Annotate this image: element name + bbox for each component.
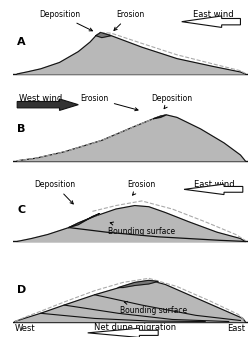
Polygon shape: [118, 280, 158, 287]
Text: Deposition: Deposition: [39, 10, 92, 31]
Polygon shape: [17, 115, 245, 161]
Text: East wind: East wind: [193, 10, 234, 19]
Text: Erosion: Erosion: [114, 10, 144, 31]
Text: D: D: [17, 285, 26, 294]
Polygon shape: [154, 115, 166, 119]
Text: Bounding surface: Bounding surface: [120, 302, 187, 315]
Polygon shape: [182, 16, 240, 27]
Polygon shape: [96, 33, 111, 38]
Text: Deposition: Deposition: [34, 180, 75, 204]
Text: A: A: [17, 37, 26, 47]
Polygon shape: [88, 328, 158, 337]
Text: Net dune migration: Net dune migration: [94, 323, 176, 332]
Polygon shape: [17, 206, 245, 241]
Polygon shape: [184, 184, 243, 194]
Polygon shape: [15, 282, 245, 322]
Text: East wind: East wind: [194, 180, 235, 188]
Text: East: East: [227, 324, 245, 333]
Polygon shape: [69, 214, 100, 227]
Text: Erosion: Erosion: [128, 180, 156, 195]
Text: Bounding surface: Bounding surface: [108, 222, 175, 236]
Text: Erosion: Erosion: [80, 94, 138, 111]
Text: West wind: West wind: [19, 94, 62, 104]
Text: B: B: [17, 124, 25, 134]
Text: Deposition: Deposition: [152, 94, 193, 109]
Text: West: West: [15, 324, 36, 333]
Text: C: C: [17, 205, 25, 214]
Polygon shape: [17, 33, 245, 74]
Polygon shape: [17, 99, 78, 111]
